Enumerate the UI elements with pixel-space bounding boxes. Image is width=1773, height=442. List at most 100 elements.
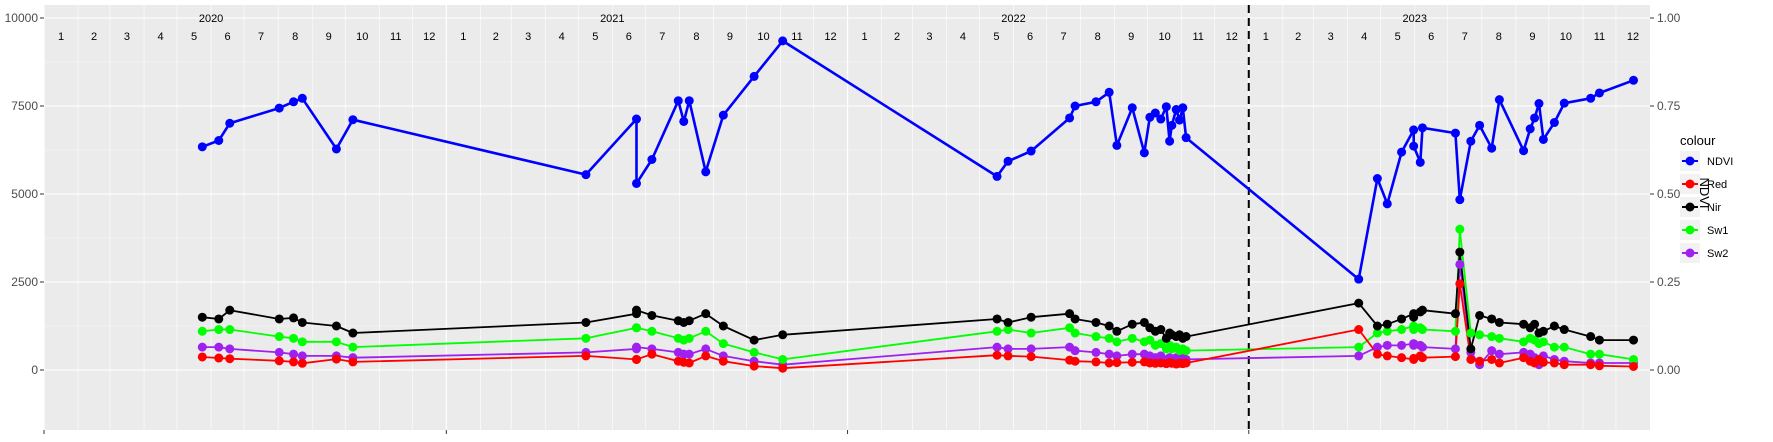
data-point-nir — [778, 330, 788, 340]
data-point-red — [1091, 357, 1101, 367]
data-point-sw1 — [1104, 333, 1114, 343]
data-point-sw2 — [1354, 351, 1364, 361]
data-point-nir — [1112, 326, 1122, 336]
legend-title: colour — [1680, 133, 1716, 148]
legend-label-sw1: Sw1 — [1707, 225, 1728, 237]
data-point-sw1 — [289, 333, 299, 343]
data-point-red — [1104, 358, 1114, 368]
data-point-sw1 — [581, 333, 591, 343]
data-point-nir — [197, 312, 207, 322]
data-point-red — [331, 354, 341, 364]
data-point-sw2 — [1487, 346, 1497, 356]
year-label: 2023 — [1403, 13, 1427, 25]
year-labels: 2020 2021 2022 2023 — [199, 13, 1427, 25]
data-point-sw1 — [701, 326, 711, 336]
data-point-red — [1354, 325, 1364, 335]
data-point-nir — [297, 317, 307, 327]
data-point-ndvi — [1519, 146, 1529, 156]
month-label: 1 — [862, 31, 868, 43]
data-point-sw2 — [225, 344, 235, 354]
data-point-red — [1466, 354, 1476, 364]
data-point-nir — [274, 314, 284, 324]
y-right-tick-label: 0.50 — [1657, 187, 1681, 201]
month-label: 8 — [292, 31, 298, 43]
y-right-tick-label: 0.25 — [1657, 275, 1681, 289]
month-label: 8 — [1496, 31, 1502, 43]
data-point-red — [1586, 360, 1596, 370]
data-point-red — [1559, 360, 1569, 370]
data-point-nir — [1475, 310, 1485, 320]
data-point-red — [1417, 353, 1427, 363]
data-point-sw1 — [749, 347, 759, 357]
right-axis-title: NDVI — [1697, 177, 1712, 208]
data-point-sw1 — [1549, 342, 1559, 352]
data-point-sw2 — [1104, 349, 1114, 359]
data-point-sw2 — [1127, 349, 1137, 359]
data-point-sw1 — [1586, 349, 1596, 359]
year-label: 2020 — [199, 13, 223, 25]
data-point-red — [214, 353, 224, 363]
series-points — [197, 36, 1639, 373]
data-point-sw2 — [684, 349, 694, 359]
data-point-ndvi — [1450, 128, 1460, 138]
month-label: 9 — [727, 31, 733, 43]
month-label: 9 — [326, 31, 332, 43]
data-point-sw1 — [718, 339, 728, 349]
data-point-nir — [1450, 309, 1460, 319]
y-left-tick-label: 0 — [31, 363, 38, 377]
month-label: 2 — [894, 31, 900, 43]
month-label: 7 — [1462, 31, 1468, 43]
data-point-sw1 — [331, 337, 341, 347]
data-point-red — [274, 356, 284, 366]
data-point-ndvi — [1409, 141, 1419, 151]
data-point-nir — [684, 316, 694, 326]
month-label: 1 — [1263, 31, 1269, 43]
data-point-sw2 — [274, 347, 284, 357]
month-label: 11 — [1192, 31, 1203, 43]
data-point-sw1 — [992, 326, 1002, 336]
data-point-ndvi — [1065, 113, 1075, 123]
data-point-red — [1538, 357, 1548, 367]
data-point-ndvi — [1409, 125, 1419, 135]
month-label: 3 — [124, 31, 130, 43]
data-point-red — [1629, 361, 1639, 371]
month-label: 11 — [390, 31, 401, 43]
data-point-sw2 — [1372, 342, 1382, 352]
data-point-sw1 — [225, 325, 235, 335]
data-point-nir — [289, 313, 299, 323]
month-label: 7 — [1060, 31, 1066, 43]
data-point-red — [701, 351, 711, 361]
data-point-nir — [1354, 298, 1364, 308]
data-point-ndvi — [1139, 148, 1149, 158]
data-point-nir — [1494, 317, 1504, 327]
data-point-sw2 — [992, 342, 1002, 352]
data-point-sw1 — [684, 333, 694, 343]
y-left-tick-label: 10000 — [5, 11, 39, 25]
data-point-sw1 — [1112, 337, 1122, 347]
data-point-ndvi — [1397, 147, 1407, 157]
data-point-ndvi — [1417, 123, 1427, 133]
legend-key-point-sw2 — [1685, 248, 1695, 258]
data-point-sw1 — [1397, 325, 1407, 335]
data-point-ndvi — [992, 171, 1002, 181]
data-point-sw1 — [274, 332, 284, 342]
month-label: 4 — [157, 31, 163, 43]
data-point-ndvi — [1165, 136, 1175, 146]
data-point-sw1 — [1629, 354, 1639, 364]
data-point-nir — [1156, 325, 1166, 335]
data-point-ndvi — [1475, 120, 1485, 130]
data-point-nir — [1519, 319, 1529, 329]
data-point-ndvi — [331, 144, 341, 154]
legend-key-point-ndvi — [1685, 156, 1695, 166]
data-point-red — [1382, 351, 1392, 361]
data-point-red — [581, 351, 591, 361]
data-point-sw1 — [778, 354, 788, 364]
data-point-sw2 — [1397, 340, 1407, 350]
data-point-ndvi — [1127, 103, 1137, 113]
month-label: 2 — [1295, 31, 1301, 43]
data-point-sw2 — [1003, 344, 1013, 354]
data-point-ndvi — [1175, 115, 1185, 125]
data-point-sw1 — [631, 323, 641, 333]
data-point-red — [1003, 351, 1013, 361]
